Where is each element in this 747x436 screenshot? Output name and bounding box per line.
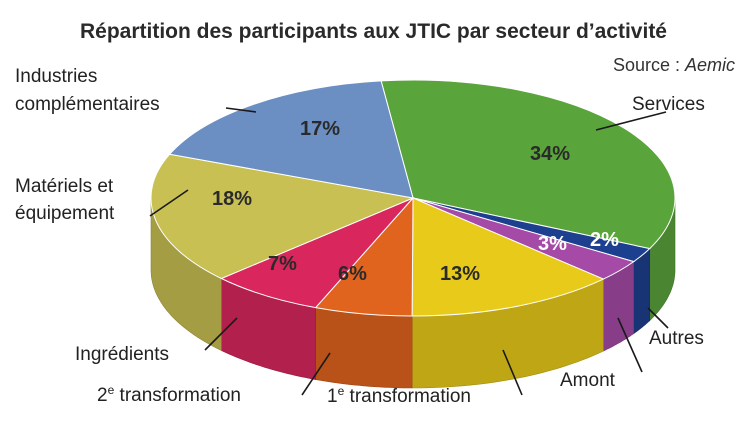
leader-line-5 xyxy=(204,317,238,351)
category-label-materiels-line2: équipement xyxy=(15,203,115,224)
leader-line-4 xyxy=(301,352,331,396)
leader-line-1 xyxy=(647,307,669,329)
category-label-2e-transformation: 2e transformation xyxy=(97,383,241,406)
pie-side-1 xyxy=(633,247,650,335)
pct-label-ingredients: 7% xyxy=(268,253,297,275)
category-label-industries-line1: Industries xyxy=(15,66,97,87)
category-label-1e-transformation: 1e transformation xyxy=(327,384,471,407)
source-name: Aemic xyxy=(684,55,735,75)
category-label-2e-rest: transformation xyxy=(114,385,241,406)
category-label-materiels-line1: Matériels et xyxy=(15,176,114,197)
pie-side-4 xyxy=(315,307,413,389)
leader-line-0 xyxy=(595,111,667,131)
category-label-1e-rest: transformation xyxy=(344,386,471,407)
chart-title: Répartition des participants aux JTIC pa… xyxy=(79,20,667,43)
category-label-2e-sup: e xyxy=(108,383,115,397)
leader-line-7 xyxy=(225,107,257,113)
leader-line-3 xyxy=(502,349,523,396)
pct-label-2e-transformation: 6% xyxy=(338,263,367,285)
pct-label-amont: 3% xyxy=(538,233,567,255)
leader-line-2 xyxy=(617,317,643,373)
pie-tops xyxy=(150,79,676,317)
pie-slice-5 xyxy=(220,197,414,309)
pie-slice-6 xyxy=(150,153,415,280)
chart-source: Source : Aemic xyxy=(613,55,735,76)
leader-lines xyxy=(149,107,669,396)
category-label-1e-number: 1 xyxy=(327,386,338,407)
category-label-1e-sup: e xyxy=(338,384,345,398)
category-label-autres: Autres xyxy=(649,328,704,349)
category-label-ingredients: Ingrédients xyxy=(75,344,169,365)
category-label-industries-line2: complémentaires xyxy=(15,94,160,115)
category-label-services: Services xyxy=(632,94,705,115)
pie-slice-7 xyxy=(168,80,414,199)
pct-label-autres: 2% xyxy=(590,229,619,251)
pct-label-materiels: 18% xyxy=(212,188,252,210)
leader-line-6 xyxy=(149,189,189,217)
pie-slice-3 xyxy=(411,197,605,317)
pct-label-services: 34% xyxy=(530,143,570,165)
pct-label-industries: 17% xyxy=(300,118,340,140)
category-label-2e-number: 2 xyxy=(97,385,108,406)
pct-label-1e-transformation: 13% xyxy=(440,263,480,285)
category-label-amont: Amont xyxy=(560,370,616,391)
pie-sides xyxy=(150,197,676,389)
source-prefix: Source : xyxy=(612,55,685,75)
